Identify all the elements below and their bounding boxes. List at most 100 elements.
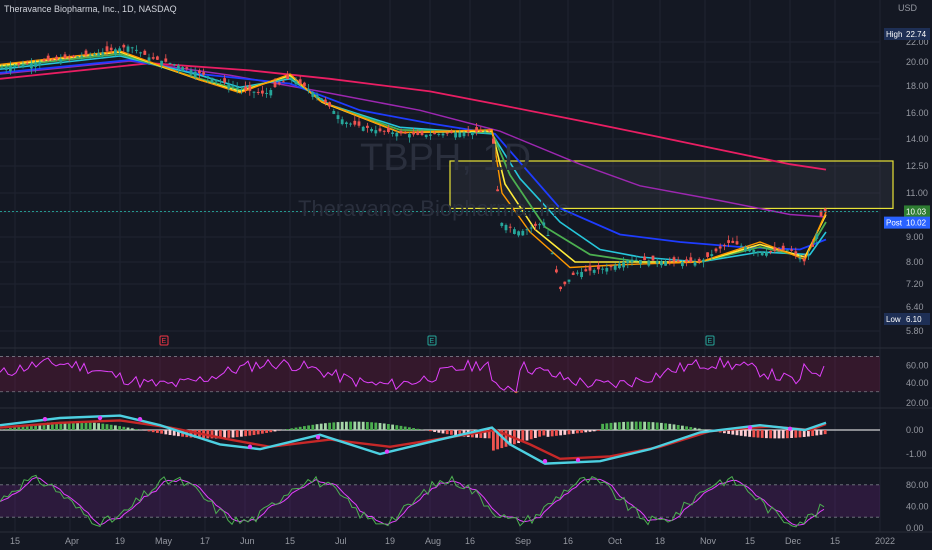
macd-histogram-bar <box>525 430 529 441</box>
candle-body <box>735 241 739 245</box>
rsi-panel[interactable]: 60.00 40.00 20.00 <box>0 356 929 408</box>
macd-histogram-bar <box>273 430 277 432</box>
macd-histogram-bar <box>84 422 88 430</box>
candle-body <box>345 122 348 125</box>
time-axis[interactable]: 15 Apr 19 May 17 Jun 15 Jul 19 Aug 16 Sep 16 Oct 18 Nov… <box>10 536 895 546</box>
price-tick-label: 9.00 <box>906 232 924 242</box>
candle-body <box>177 65 180 69</box>
currency-label: USD <box>898 3 918 13</box>
rsi-tick-label: 60.00 <box>906 360 929 370</box>
macd-histogram-bar <box>51 422 54 430</box>
candle-body <box>723 245 726 247</box>
candle-body <box>508 226 512 228</box>
candle-body <box>408 134 411 138</box>
macd-histogram-bar <box>80 421 84 430</box>
badge-value-bg <box>904 216 930 229</box>
candle-body <box>790 249 793 251</box>
candle-body <box>647 260 651 266</box>
candle-body <box>172 64 176 66</box>
candle-body <box>42 59 46 62</box>
candle-body <box>219 81 222 83</box>
macd-histogram-bar <box>807 430 810 437</box>
macd-histogram-bar <box>487 430 491 439</box>
candle-body <box>307 89 310 91</box>
time-tick-label: Jul <box>335 536 347 546</box>
candle-body <box>739 245 743 247</box>
candle-body <box>420 131 424 135</box>
macd-panel[interactable]: 0.00 -1.00 <box>0 414 927 465</box>
candle-body <box>441 133 445 136</box>
macd-histogram-bar <box>160 430 163 434</box>
earnings-marker-icon <box>159 335 169 346</box>
price-tick-label: 12.50 <box>906 161 929 171</box>
macd-histogram-bar <box>114 425 117 430</box>
macd-histogram-bar <box>168 430 172 435</box>
earnings-marker-label: E <box>430 338 435 345</box>
stochastic-panel[interactable]: 80.00 40.00 0.00 <box>0 474 929 533</box>
candle-body <box>630 259 634 263</box>
macd-histogram-bar <box>93 422 96 430</box>
macd-histogram-bar <box>374 422 378 430</box>
candle-body <box>538 224 541 226</box>
candle-body <box>261 90 264 94</box>
macd-histogram-bar <box>588 430 592 432</box>
candle-body <box>9 66 12 72</box>
time-tick-label: 16 <box>563 536 573 546</box>
badge-value: 10.03 <box>906 207 927 216</box>
macd-histogram-bar <box>609 422 613 430</box>
time-tick-label: Jun <box>240 536 255 546</box>
candle-body <box>429 134 432 136</box>
macd-histogram-bar <box>441 430 445 434</box>
candle-body <box>454 132 457 138</box>
macd-histogram-bar <box>454 430 457 436</box>
macd-histogram-bar <box>55 422 58 430</box>
candle-body <box>802 258 806 262</box>
macd-histogram-bar <box>286 429 289 430</box>
macd-histogram-bar <box>38 423 42 430</box>
candle-body <box>21 64 25 68</box>
candle-body <box>382 130 386 132</box>
rsi-line <box>0 356 825 394</box>
candle-body <box>349 123 352 125</box>
price-axis[interactable]: 22.0020.0018.0016.0014.0012.5011.0010.00… <box>906 37 929 336</box>
candle-body <box>256 91 260 93</box>
macd-histogram-bar <box>143 430 147 431</box>
candle-body <box>525 229 529 231</box>
candle-body <box>727 240 730 243</box>
candle-body <box>164 58 168 62</box>
badge-value: 6.10 <box>906 315 922 324</box>
candle-body <box>639 260 642 264</box>
candle-body <box>139 52 142 54</box>
time-tick-label: 16 <box>465 536 475 546</box>
candle-body <box>685 259 688 262</box>
macd-histogram-bar <box>332 422 336 430</box>
moving-average-line <box>0 60 827 218</box>
macd-histogram-bar <box>72 421 75 430</box>
macd-histogram-bar <box>672 424 676 430</box>
macd-histogram-bar <box>235 430 239 438</box>
price-tick-label: 5.80 <box>906 326 924 336</box>
macd-histogram-bar <box>592 430 596 432</box>
candle-body <box>424 134 428 138</box>
candle-body <box>613 265 617 270</box>
candle-body <box>332 110 336 114</box>
badge-value: 10.02 <box>906 219 927 228</box>
time-tick-label: 17 <box>200 536 210 546</box>
macd-signal-line <box>0 419 827 461</box>
candle-body <box>0 67 4 69</box>
macd-histogram-bar <box>660 422 663 430</box>
candle-body <box>513 229 516 234</box>
macd-histogram-bar <box>214 430 218 439</box>
price-tick-label: 7.20 <box>906 279 924 289</box>
candle-body <box>118 48 121 52</box>
badge-label: High <box>886 30 902 39</box>
badge-value-bg <box>904 28 930 40</box>
macd-cross-dot <box>97 415 103 421</box>
macd-histogram-bar <box>781 430 785 439</box>
candle-body <box>807 255 810 257</box>
macd-histogram-bar <box>639 421 642 430</box>
macd-histogram-bar <box>689 427 693 430</box>
